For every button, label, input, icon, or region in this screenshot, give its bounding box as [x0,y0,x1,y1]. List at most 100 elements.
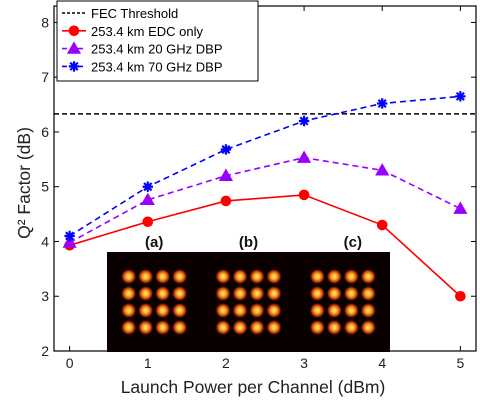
x-tick-label: 5 [456,355,464,371]
constellation-point [171,319,188,336]
axes-layer: 0 1 2 3 4 5 2 3 4 5 6 7 8 [41,5,477,371]
x-tick-label: 2 [222,355,230,371]
constellation-point [215,319,231,336]
y-axis-label: Q² Factor (dB) [14,127,34,239]
constellation-point [232,319,248,336]
constellation-point [360,268,377,285]
constellation-point [326,302,343,319]
inset-background [107,252,390,352]
data-point [455,91,466,102]
data-point [296,150,312,163]
constellation-point [120,319,137,336]
x-tick-label: 1 [144,355,152,371]
constellation-point [326,319,343,336]
data-point [220,195,232,207]
constellation-point [171,285,188,302]
data-point [298,189,310,201]
constellation-point [154,268,171,285]
constellation-point [343,285,360,302]
data-point [220,144,232,155]
legend-box [56,0,259,82]
constellation-point [249,319,265,336]
inset-label: (a) [145,234,163,251]
constellation-point [215,285,231,302]
constellation-point [249,285,265,302]
constellation-point [343,268,360,285]
constellation-point [120,302,137,319]
constellation-point [154,302,171,319]
x-axis-label: Launch Power per Channel (dBm) [121,377,386,397]
legend: FEC Threshold 253.4 km EDC only 253.4 km 2… [56,0,259,82]
data-point [453,201,468,214]
data-point [66,41,82,54]
data-point [375,163,390,176]
constellation-point [120,268,137,285]
x-tick-label: 0 [66,355,74,371]
constellation-point [360,302,377,319]
constellation-point [154,285,171,302]
constellation-point [343,302,360,319]
data-point [68,25,80,37]
constellation-point [360,285,377,302]
series-line [69,95,461,237]
constellation-point [360,319,377,336]
constellation-point [137,285,154,302]
data-point [218,168,234,181]
constellation-point [232,285,248,302]
constellation-point [249,302,265,319]
constellation-point [343,319,360,336]
constellation-point [137,268,154,285]
constellation-point [215,302,231,319]
data-point [62,235,77,248]
data-point [68,61,80,72]
y-tick-label: 6 [41,124,49,140]
legend-label: 253.4 km 20 GHz DBP [91,42,223,57]
constellation-point [154,319,171,336]
y-tick-label: 8 [41,14,49,30]
y-tick-label: 4 [41,233,49,249]
data-point [376,219,388,231]
constellation-point [266,268,282,285]
data-point [64,230,75,242]
y-tick-label: 2 [41,343,49,359]
data-point [140,192,155,206]
constellation-point [249,268,265,285]
constellation-point [215,268,231,285]
x-tick-label: 3 [300,355,308,371]
constellation-point [266,285,282,302]
y-tick-label: 5 [41,179,49,195]
y-tick-label: 7 [41,69,49,85]
constellation-point [309,319,326,336]
inset-label: (c) [344,234,362,251]
data-point [142,216,154,228]
constellation-point [309,302,326,319]
data-point [298,115,310,127]
constellation-inset: (a) (b) (c) [107,234,390,352]
constellation-point [266,302,282,319]
constellation-point [266,319,282,336]
legend-label: FEC Threshold [91,6,178,21]
constellation-point [120,285,137,302]
legend-label: 253.4 km EDC only [91,24,203,39]
constellation-point [137,319,154,336]
constellation-point [326,268,343,285]
legend-label: 253.4 km 70 GHz DBP [91,59,223,74]
inset-label: (b) [239,234,258,251]
plot-frame [53,5,477,352]
x-tick-label: 4 [378,355,386,371]
series-line [69,156,461,244]
constellation-point [326,285,343,302]
series-layer [62,91,468,302]
constellation-point [171,268,188,285]
data-point [455,290,466,302]
constellation-point [137,302,154,319]
constellation-point [232,302,248,319]
constellation-point [309,268,326,285]
constellation-point [309,285,326,302]
y-tick-label: 3 [41,288,49,304]
data-point [142,181,153,192]
series-line [69,194,461,297]
constellation-point [232,268,248,285]
constellation-point [171,302,188,319]
